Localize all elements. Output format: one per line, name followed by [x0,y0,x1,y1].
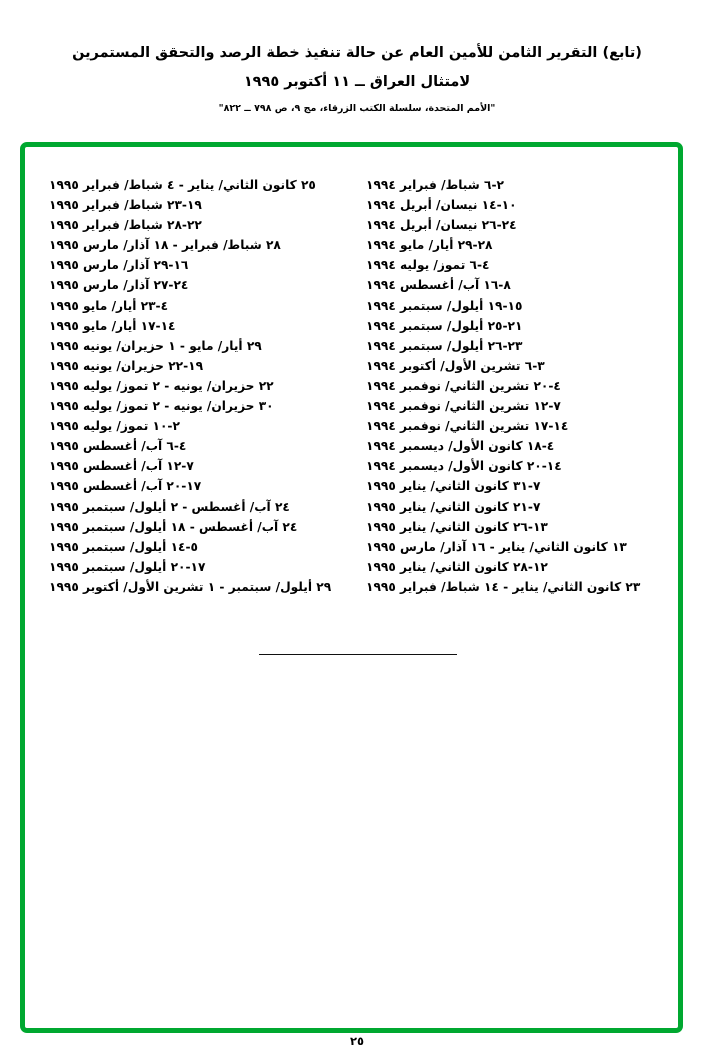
date-entry: ٢٩ أيلول/ سبتمبر - ١ تشرين الأول/ أكتوبر… [49,579,332,594]
date-entry: ٢٤-٢٦ نيسان/ أبريل ١٩٩٤ [366,218,517,233]
date-entry: ٧-١٢ آب/ أغسطس ١٩٩٥ [49,459,194,474]
date-entry: ٢-١٠ تموز/ يوليه ١٩٩٥ [49,419,180,434]
page-number: ٢٥ [349,1034,365,1048]
date-entry: ٧-١٢ تشرين الثاني/ نوفمبر ١٩٩٤ [366,399,561,414]
date-entry: ١٤-١٧ تشرين الثاني/ نوفمبر ١٩٩٤ [366,419,569,434]
source-citation: "الأمم المتحدة، سلسلة الكتب الزرقاء، مج … [218,103,496,115]
date-entry: ٣٠ حزيران/ يونيه - ٢ تموز/ يوليه ١٩٩٥ [49,399,274,414]
date-entry: ٨-١٦ آب/ أغسطس ١٩٩٤ [366,278,511,293]
date-entry: ٢٨-٢٩ أيار/ مايو ١٩٩٤ [366,238,493,253]
date-entry: ٧-٣١ كانون الثاني/ يناير ١٩٩٥ [366,479,541,494]
date-entry: ٤-٦ آب/ أغسطس ١٩٩٥ [49,439,187,454]
date-entry: ٢٨ شباط/ فبراير - ١٨ آذار/ مارس ١٩٩٥ [49,238,281,253]
date-columns-container: ٢-٦ شباط/ فبراير ١٩٩٤ ١٠-١٤ نيسان/ أبريل… [47,175,656,597]
date-column-right: ٢-٦ شباط/ فبراير ١٩٩٤ ١٠-١٤ نيسان/ أبريل… [362,175,656,597]
date-entry: ٤-١٨ كانون الأول/ ديسمبر ١٩٩٤ [366,439,555,454]
page-title-line-1: (تابع) التقرير الثامن للأمين العام عن حا… [72,45,642,61]
date-entry: ٥-١٤ أيلول/ سبتمبر ١٩٩٥ [49,539,198,554]
date-entry: ١٩-٢٣ شباط/ فبراير ١٩٩٥ [49,198,202,213]
date-entry: ٤-٢٠ تشرين الثاني/ نوفمبر ١٩٩٤ [366,378,561,393]
date-entry: ٤-٢٣ أيار/ مايو ١٩٩٥ [49,298,169,313]
date-entry: ١٢-٢٨ كانون الثاني/ يناير ١٩٩٥ [366,559,548,574]
date-entry: ١٣ كانون الثاني/ يناير - ١٦ آذار/ مارس ١… [366,539,627,554]
date-entry: ١٦-٢٩ آذار/ مارس ١٩٩٥ [49,258,189,273]
date-entry: ٧-٢١ كانون الثاني/ يناير ١٩٩٥ [366,499,541,514]
date-entry: ٢٢ حزيران/ يونيه - ٢ تموز/ يوليه ١٩٩٥ [49,378,274,393]
green-border-frame: ٢-٦ شباط/ فبراير ١٩٩٤ ١٠-١٤ نيسان/ أبريل… [20,142,683,1033]
horizontal-separator [259,654,457,655]
document-header: (تابع) التقرير الثامن للأمين العام عن حا… [0,44,714,114]
date-entry: ٢٢-٢٨ شباط/ فبراير ١٩٩٥ [49,218,202,233]
date-column-left: ٢٥ كانون الثاني/ يناير - ٤ شباط/ فبراير … [47,175,339,597]
date-entry: ٢٤-٢٧ آذار/ مارس ١٩٩٥ [49,278,189,293]
date-entry: ٢٥ كانون الثاني/ يناير - ٤ شباط/ فبراير … [49,178,316,192]
date-entry: ١٠-١٤ نيسان/ أبريل ١٩٩٤ [366,198,517,213]
date-entry: ١٥-١٩ أيلول/ سبتمبر ١٩٩٤ [366,298,523,313]
date-entry: ٢٣-٢٦ أيلول/ سبتمبر ١٩٩٤ [366,338,523,353]
date-entry: ٢-٦ شباط/ فبراير ١٩٩٤ [366,178,504,192]
date-entry: ١٤-١٧ أيار/ مايو ١٩٩٥ [49,318,176,333]
date-entry: ٣-٦ تشرين الأول/ أكتوبر ١٩٩٤ [366,358,545,373]
date-entry: ١٣-٢٦ كانون الثاني/ يناير ١٩٩٥ [366,519,548,534]
date-entry: ١٧-٢٠ أيلول/ سبتمبر ١٩٩٥ [49,559,206,574]
date-entry: ٢١-٢٥ أيلول/ سبتمبر ١٩٩٤ [366,318,523,333]
date-entry: ٢٩ أيار/ مايو - ١ حزيران/ يونيه ١٩٩٥ [49,338,262,353]
date-entry: ١٤-٢٠ كانون الأول/ ديسمبر ١٩٩٤ [366,459,562,474]
date-entry: ٢٣ كانون الثاني/ يناير - ١٤ شباط/ فبراير… [366,579,641,594]
page-title-line-2: لامتثال العراق ــ ١١ أكتوبر ١٩٩٥ [243,73,471,90]
date-entry: ١٩-٢٢ حزيران/ يونيه ١٩٩٥ [49,358,204,373]
date-entry: ٢٤ آب/ أغسطس - ١٨ أيلول/ سبتمبر ١٩٩٥ [49,519,298,534]
date-entry: ٤-٦ تموز/ يوليه ١٩٩٤ [366,258,490,273]
date-entry: ١٧-٢٠ آب/ أغسطس ١٩٩٥ [49,479,202,494]
date-entry: ٢٤ آب/ أغسطس - ٢ أيلول/ سبتمبر ١٩٩٥ [49,499,290,514]
